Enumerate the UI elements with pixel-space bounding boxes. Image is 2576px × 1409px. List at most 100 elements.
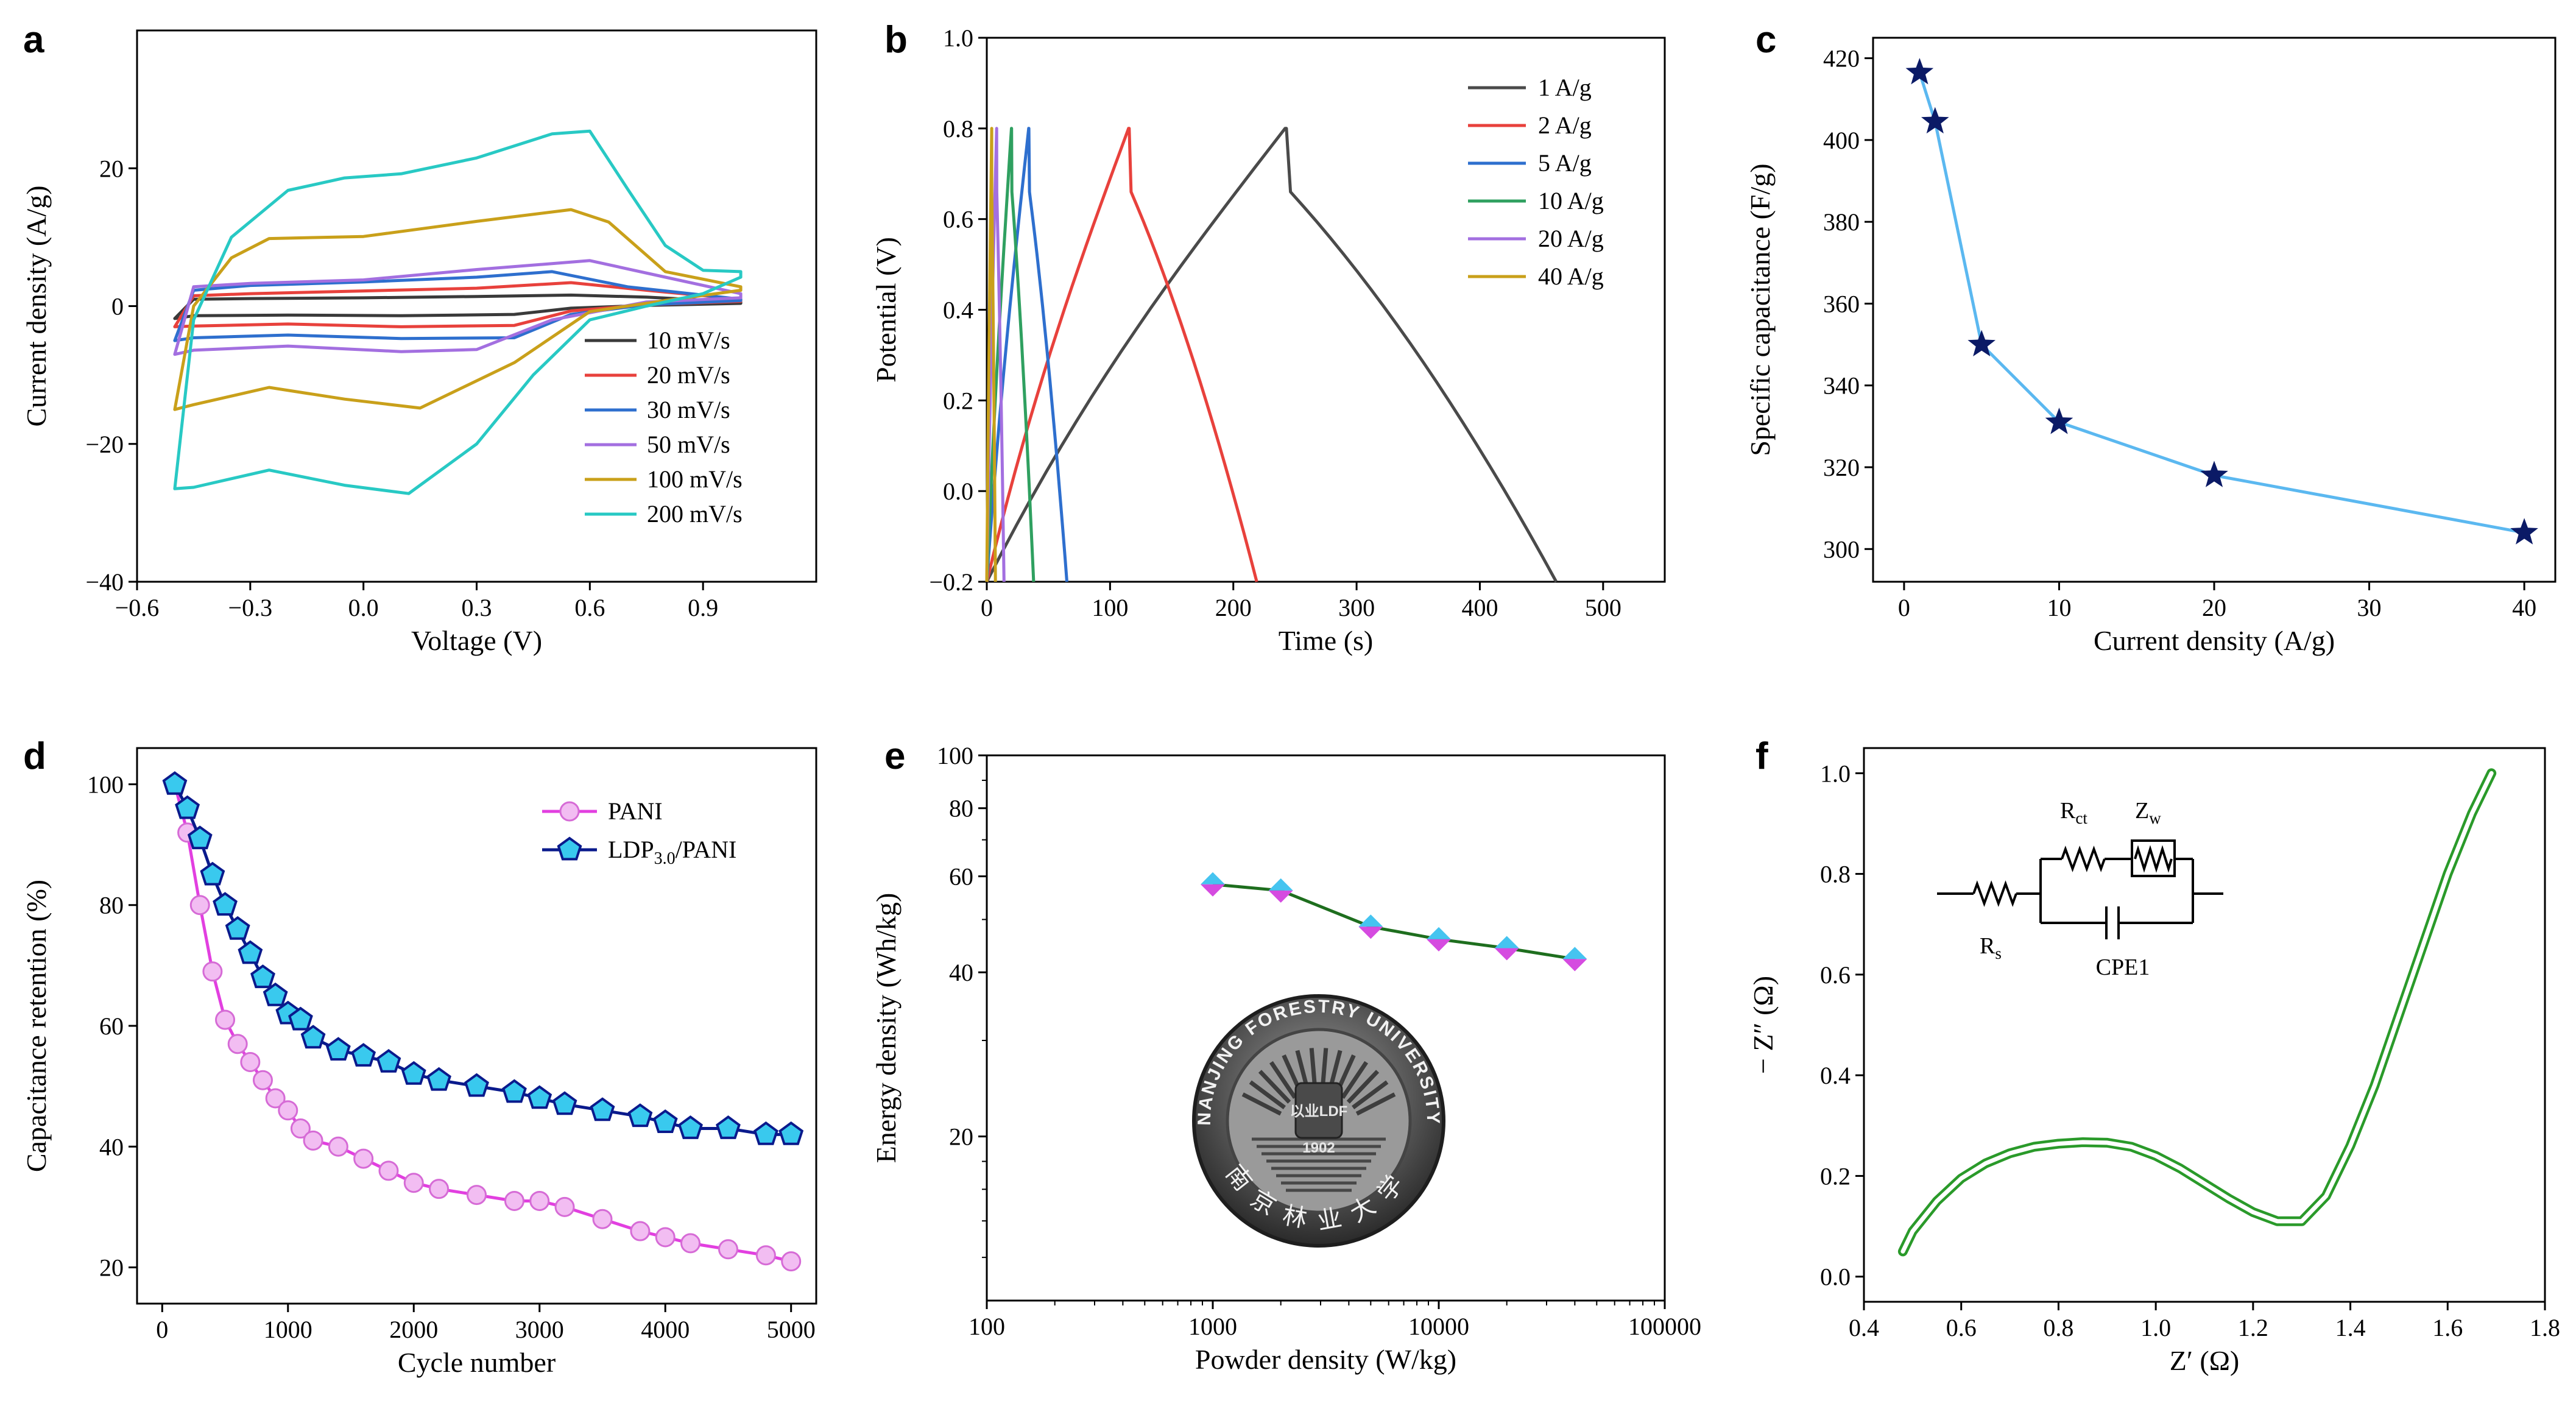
x-tick-label: −0.6 — [115, 594, 160, 621]
seal-tree-branch — [1241, 1092, 1282, 1116]
retention-point — [376, 1049, 401, 1073]
ragone-point-top — [1201, 872, 1225, 885]
retention-point — [351, 1043, 376, 1067]
legend-label: 100 mV/s — [647, 465, 743, 493]
cv-curve — [173, 270, 743, 342]
seal-crest — [1294, 1082, 1343, 1139]
x-tick-label: 1.4 — [2335, 1314, 2366, 1341]
ragone-point-bottom — [1358, 927, 1383, 939]
seal-tree-branch — [1355, 1092, 1396, 1116]
retention-point — [265, 1088, 286, 1109]
x-tick-label: 5000 — [767, 1316, 816, 1343]
resistor-rct — [2061, 846, 2106, 872]
retention-point — [288, 1006, 313, 1031]
x-tick-label: 4000 — [641, 1316, 690, 1343]
y-tick-label: 320 — [1823, 454, 1860, 481]
equivalent-circuit — [1937, 839, 2223, 939]
legend-label: PANI — [608, 797, 663, 825]
x-tick-label: 10000 — [1408, 1313, 1469, 1340]
label-rs: Rs — [1980, 933, 2002, 962]
retention-point — [630, 1221, 651, 1241]
retention-point — [162, 771, 188, 795]
legend-label: 10 A/g — [1538, 187, 1604, 214]
retention-point — [778, 1121, 804, 1145]
y-tick-label: 20 — [99, 155, 124, 182]
legend-label: 20 mV/s — [647, 361, 730, 389]
resistor-rs — [1972, 880, 2017, 907]
label-zw: Zw — [2135, 798, 2161, 827]
retention-point — [325, 1037, 351, 1061]
y-tick-label: 60 — [949, 863, 973, 891]
x-tick-label: 3000 — [515, 1316, 564, 1343]
legend-label: 50 mV/s — [647, 431, 730, 458]
y-tick-label: −20 — [85, 431, 124, 458]
x-tick-label: 10 — [2047, 594, 2071, 621]
retention-point — [215, 1009, 236, 1030]
retention-point — [303, 1130, 323, 1151]
legend-label: 200 mV/s — [647, 500, 743, 528]
retention-point — [200, 861, 225, 886]
cv-curve — [173, 129, 743, 495]
panel-b: 0 100 200 300 400 500 −0.2 0.0 0.2 0.4 0.6 0.8 1.0 Ti… — [870, 24, 1666, 656]
retention-point — [590, 1097, 615, 1121]
retention-point — [189, 895, 210, 916]
x-tick-label: 0.8 — [2043, 1314, 2073, 1341]
plot-frame — [1863, 747, 2546, 1303]
x-tick-label: 1000 — [264, 1316, 312, 1343]
y-tick-label: −40 — [85, 568, 124, 596]
y-tick-label: 0.4 — [943, 297, 973, 324]
x-tick-label: 1.8 — [2530, 1314, 2560, 1341]
capacitance-point — [1921, 107, 1949, 134]
legend-label: 5 A/g — [1538, 149, 1592, 177]
panel-c: 0 10 20 30 40 300 320 340 360 380 400 420 Current de… — [1745, 37, 2557, 656]
x-tick-label: 1.6 — [2432, 1314, 2463, 1341]
gcd-curve — [985, 127, 1558, 583]
y-tick-label: 300 — [1823, 535, 1860, 563]
plot-frame — [986, 754, 1666, 1302]
retention-point — [753, 1121, 778, 1145]
retention-point — [252, 1070, 273, 1090]
retention-point — [353, 1148, 374, 1169]
x-tick-label: 300 — [1338, 594, 1375, 621]
y-tick-label: 0.6 — [943, 206, 973, 233]
x-tick-label: 0 — [1898, 594, 1910, 621]
x-tick-label: 400 — [1461, 594, 1498, 621]
retention-point — [464, 1073, 489, 1097]
gcd-curve — [985, 127, 1258, 582]
panel-a: −0.6 −0.3 0.0 0.3 0.6 0.9 −40 −20 0 20 Voltage (V)… — [21, 29, 817, 656]
seal-crest-text: 以业LDF — [1290, 1103, 1348, 1120]
seal-tree-branch — [1352, 1080, 1389, 1109]
ragone-point-bottom — [1562, 959, 1587, 972]
x-tick-label: −0.3 — [228, 594, 273, 621]
retention-point — [378, 1160, 399, 1181]
x-tick-label: 0.6 — [574, 594, 605, 621]
y-tick-label: 40 — [99, 1133, 124, 1160]
seal-tree-branch — [1346, 1070, 1380, 1104]
legend-label: 20 A/g — [1538, 225, 1604, 252]
x-tick-label: 1000 — [1188, 1313, 1237, 1340]
y-tick-label: 100 — [937, 742, 973, 769]
x-axis-title: Time (s) — [1279, 625, 1374, 656]
legend-label: 30 mV/s — [647, 396, 730, 423]
retention-point — [755, 1245, 776, 1266]
retention-point — [227, 1034, 248, 1054]
retention-point — [202, 961, 223, 982]
capacitance-line — [1918, 72, 2525, 534]
x-tick-label: 0 — [981, 594, 993, 621]
seal-tree-branch — [1258, 1070, 1291, 1104]
y-tick-label: 0.0 — [1820, 1263, 1851, 1291]
retention-point — [290, 1118, 311, 1139]
x-tick-label: 1.2 — [2238, 1314, 2268, 1341]
retention-point — [175, 795, 200, 819]
capacitance-point — [1967, 330, 1996, 356]
retention-point — [592, 1209, 613, 1229]
y-axis-title: Potential (V) — [870, 237, 902, 383]
y-tick-label: 60 — [99, 1012, 124, 1040]
label-rct: Rct — [2060, 798, 2087, 827]
retention-point — [502, 1079, 527, 1103]
y-tick-label: 1.0 — [1820, 760, 1851, 787]
capacitance-point — [1905, 58, 1934, 85]
capacitance-point — [2200, 461, 2228, 487]
x-axis-title: Powder density (W/kg) — [1195, 1344, 1456, 1375]
